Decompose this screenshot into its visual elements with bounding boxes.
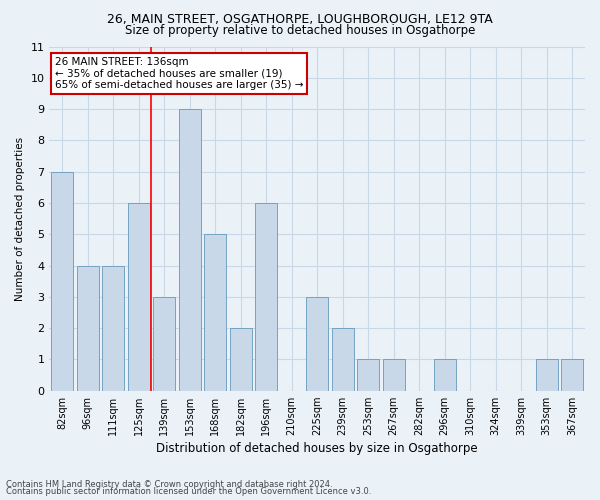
Text: 26, MAIN STREET, OSGATHORPE, LOUGHBOROUGH, LE12 9TA: 26, MAIN STREET, OSGATHORPE, LOUGHBOROUG… [107,12,493,26]
Bar [562,360,583,390]
Bar [536,360,557,390]
Bar [103,266,124,390]
X-axis label: Distribution of detached houses by size in Osgathorpe: Distribution of detached houses by size … [157,442,478,455]
Bar [77,266,98,390]
Bar [205,234,226,390]
Bar [52,172,73,390]
Bar [358,360,379,390]
Bar [230,328,251,390]
Bar [179,109,200,390]
Bar [383,360,404,390]
Text: Contains public sector information licensed under the Open Government Licence v3: Contains public sector information licen… [6,487,371,496]
Text: Contains HM Land Registry data © Crown copyright and database right 2024.: Contains HM Land Registry data © Crown c… [6,480,332,489]
Bar [154,297,175,390]
Bar [332,328,353,390]
Text: 26 MAIN STREET: 136sqm
← 35% of detached houses are smaller (19)
65% of semi-det: 26 MAIN STREET: 136sqm ← 35% of detached… [55,57,303,90]
Bar [128,203,149,390]
Y-axis label: Number of detached properties: Number of detached properties [15,136,25,300]
Bar [434,360,455,390]
Bar [256,203,277,390]
Bar [307,297,328,390]
Text: Size of property relative to detached houses in Osgathorpe: Size of property relative to detached ho… [125,24,475,37]
